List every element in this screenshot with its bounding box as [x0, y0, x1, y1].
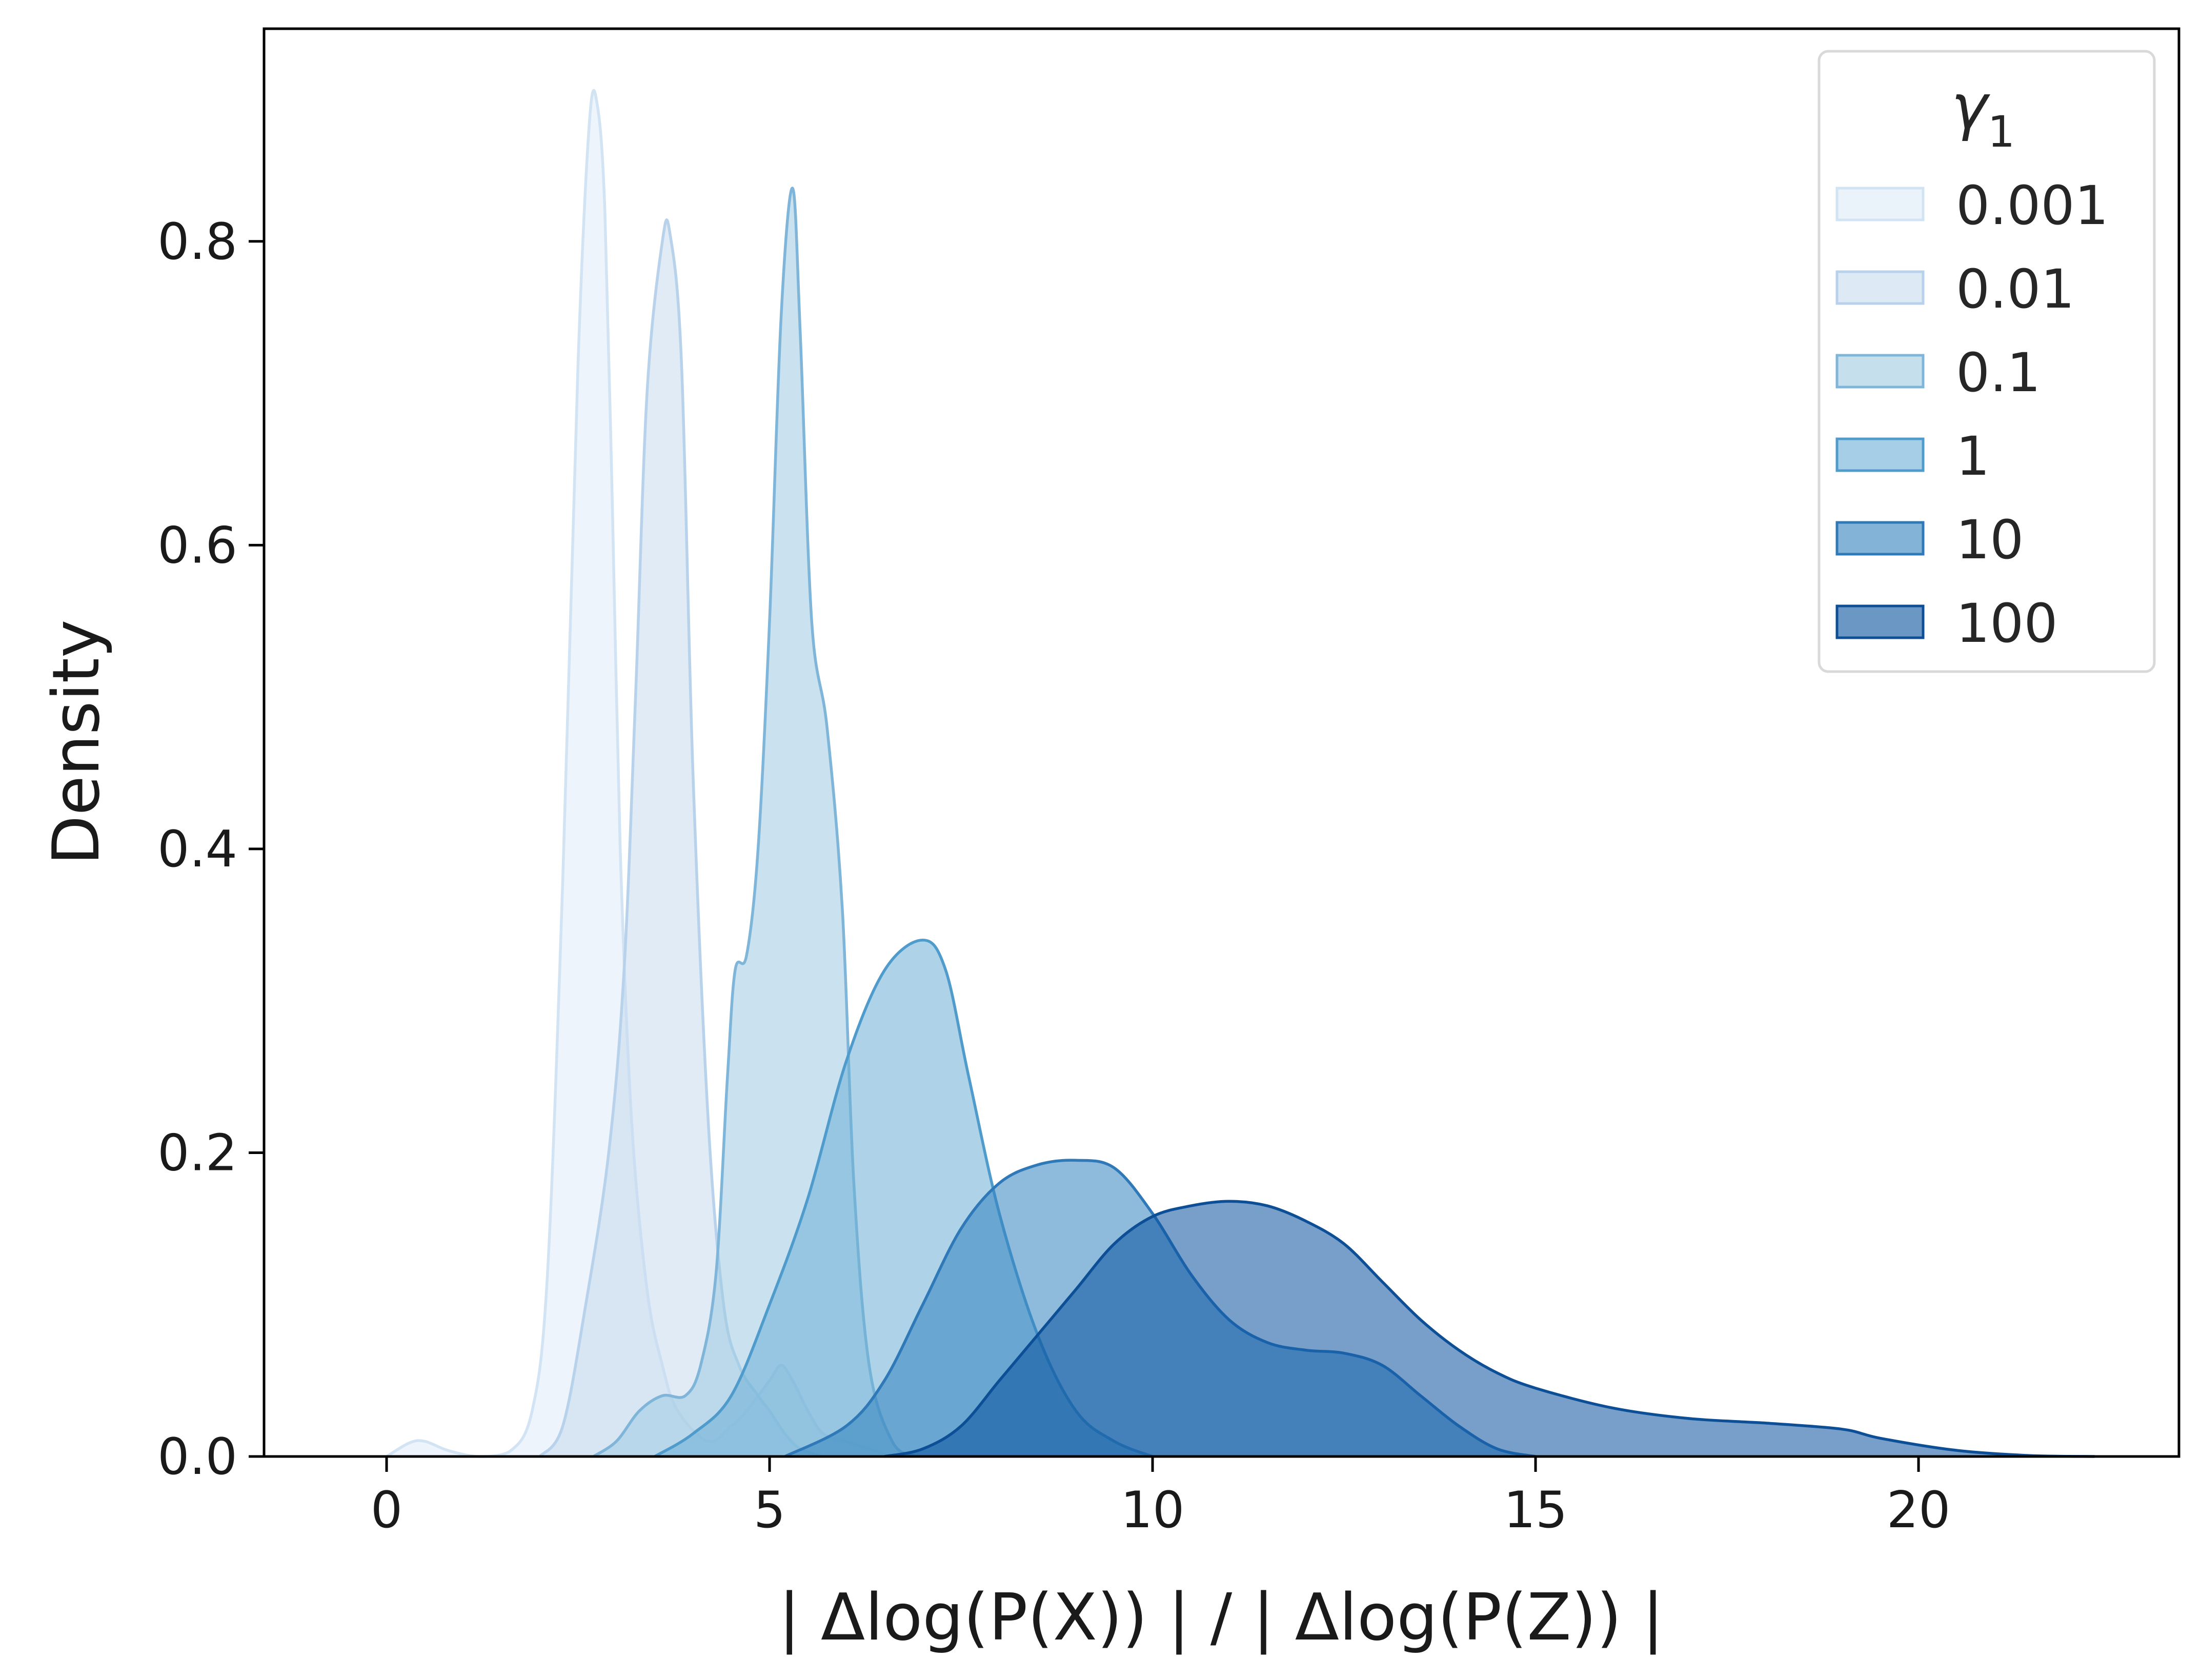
legend-swatch-1 — [1835, 437, 1925, 472]
x-tick-label: 5 — [754, 1481, 785, 1540]
legend-swatch-0-01 — [1835, 270, 1925, 305]
x-tick-label: 20 — [1887, 1481, 1951, 1540]
x-tick-label: 10 — [1121, 1481, 1185, 1540]
y-tick-label: 0.6 — [157, 516, 237, 575]
plot-frame — [262, 27, 2180, 1458]
legend-label-100: 100 — [1956, 592, 2058, 655]
legend-label-10: 10 — [1956, 509, 2024, 571]
legend-label-0-001: 0.001 — [1956, 174, 2109, 237]
legend-swatch-0-1 — [1835, 354, 1925, 389]
legend-swatch-0-001 — [1835, 187, 1925, 221]
y-tick-label: 0.8 — [157, 213, 237, 271]
x-axis-label: | Δlog(P(X)) | / | Δlog(P(Z)) | — [779, 1580, 1664, 1655]
density-areas — [386, 89, 2095, 1458]
legend-swatch-100 — [1835, 604, 1925, 639]
legend-label-0-1: 0.1 — [1956, 341, 2041, 404]
x-tick-label: 0 — [371, 1481, 402, 1540]
legend-title: γ1 — [1951, 72, 2015, 157]
y-axis: 0.0 0.2 0.4 0.6 0.8 — [157, 213, 264, 1486]
legend-items: 0.001 0.01 0.1 1 10 100 — [1835, 174, 2109, 655]
legend-title-symbol: γ — [1951, 72, 1991, 143]
density-line-100 — [884, 1200, 2095, 1458]
x-axis: 0 5 10 15 20 — [371, 1456, 1951, 1540]
legend-label-1: 1 — [1956, 425, 1990, 488]
y-tick-label: 0.2 — [157, 1124, 237, 1182]
density-line-0-1 — [592, 187, 916, 1458]
legend-label-0-01: 0.01 — [1956, 258, 2075, 320]
y-axis-label: Density — [38, 619, 114, 865]
y-tick-label: 0.4 — [157, 820, 237, 879]
density-area-100 — [884, 1201, 2095, 1456]
legend-title-subscript: 1 — [1988, 107, 2015, 157]
legend-swatch-10 — [1835, 521, 1925, 556]
x-tick-label: 15 — [1504, 1481, 1568, 1540]
y-tick-label: 0.0 — [157, 1428, 237, 1486]
